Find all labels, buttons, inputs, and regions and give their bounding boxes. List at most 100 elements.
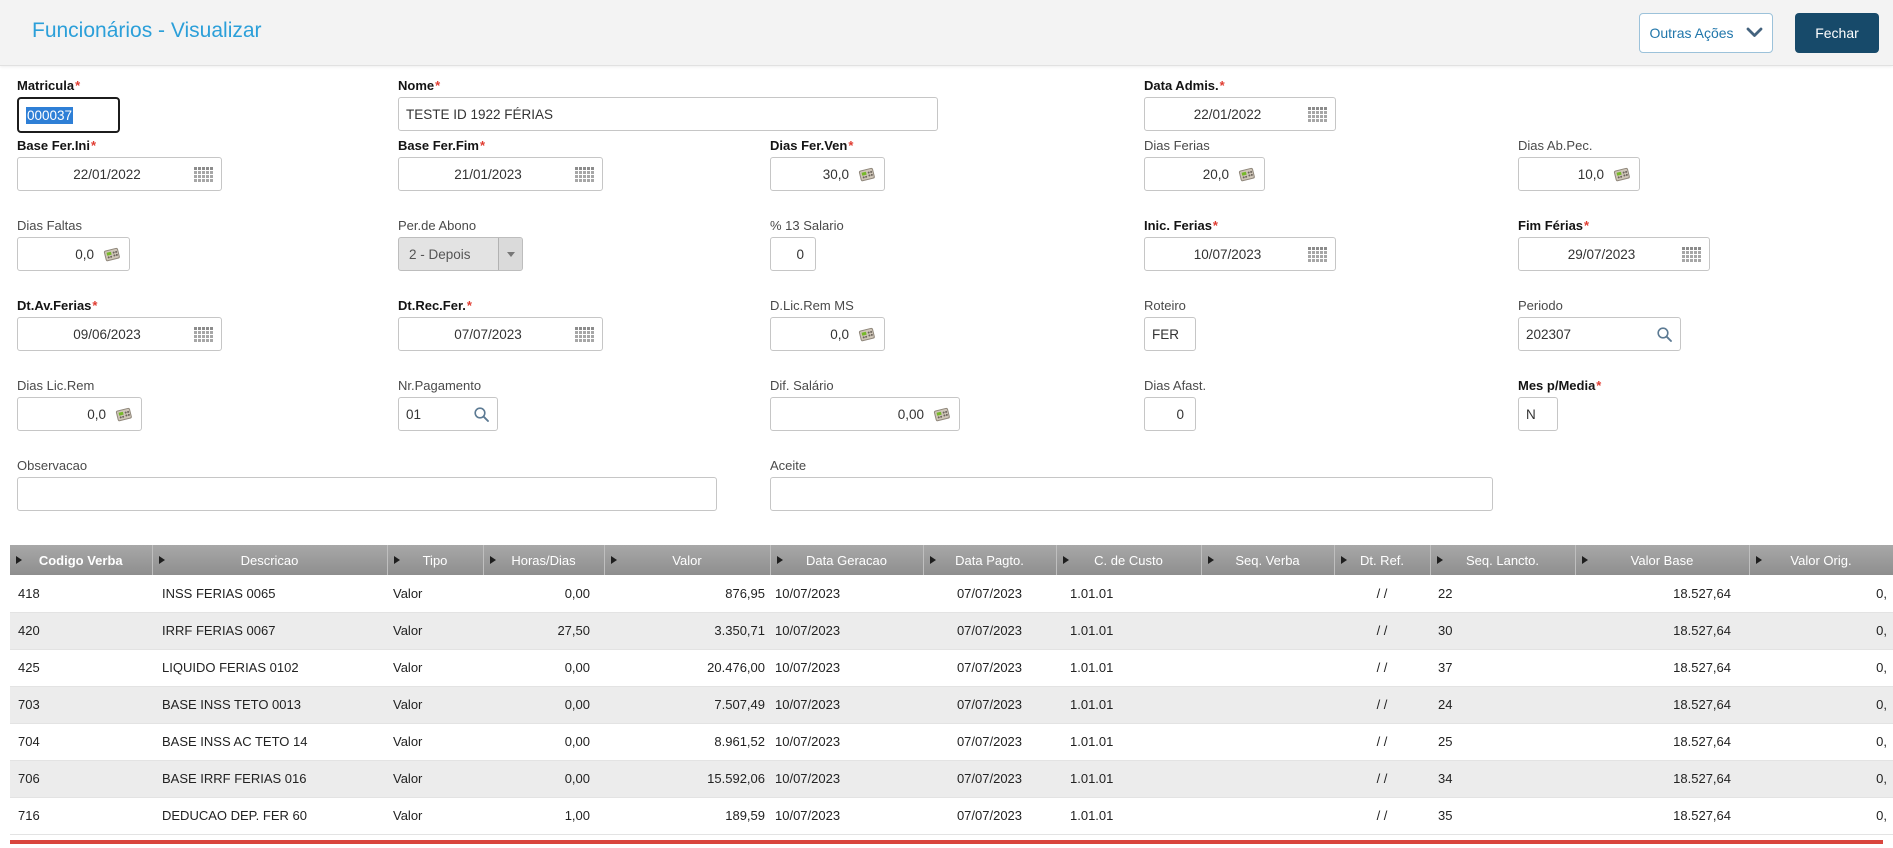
calendar-icon[interactable] <box>575 166 595 182</box>
table-row[interactable]: 420 IRRF FERIAS 0067 Valor 27,50 3.350,71 10/… <box>10 612 1893 650</box>
table-row[interactable]: 704 BASE INSS AC TETO 14 Valor 0,00 8.961,52… <box>10 723 1893 761</box>
column-sort-arrow-icon[interactable] <box>16 556 22 564</box>
field-label-text: Dt.Av.Ferias <box>17 298 92 313</box>
field-label-text: Roteiro <box>1144 298 1186 313</box>
field-roteiro: Roteiro FER <box>1144 298 1196 351</box>
table-row[interactable]: 716 DEDUCAO DEP. FER 60 Valor 1,00 189,59 10/… <box>10 797 1893 835</box>
column-sort-arrow-icon[interactable] <box>1755 556 1762 564</box>
cell: / / <box>1334 797 1430 835</box>
per_de_abono-select[interactable]: 2 - Depois <box>398 237 523 271</box>
column-header-2[interactable]: Tipo <box>387 545 484 575</box>
field-per_de_abono: Per.de Abono 2 - Depois <box>398 218 523 271</box>
table-row[interactable]: 706 BASE IRRF FERIAS 016 Valor 0,00 15.592,0… <box>10 760 1893 798</box>
dt_rec_fer-input[interactable]: 07/07/2023 <box>398 317 603 351</box>
column-sort-arrow-icon[interactable] <box>1207 556 1214 564</box>
column-header-12[interactable]: Valor Orig. <box>1749 545 1893 575</box>
field-value: 30,0 <box>822 166 849 182</box>
column-header-10[interactable]: Seq. Lancto. <box>1430 545 1576 575</box>
dias_afast-input[interactable]: 0 <box>1144 397 1196 431</box>
grid-horizontal-scrollbar[interactable] <box>10 840 1883 844</box>
column-header-4[interactable]: Valor <box>604 545 771 575</box>
calculator-icon[interactable] <box>858 326 877 343</box>
column-sort-arrow-icon[interactable] <box>393 556 400 564</box>
calendar-icon[interactable] <box>575 326 595 342</box>
calendar-icon[interactable] <box>1682 246 1702 262</box>
calculator-icon[interactable] <box>115 406 134 423</box>
periodo-input[interactable]: 202307 <box>1518 317 1681 351</box>
dias_ab_pec-input[interactable]: 10,0 <box>1518 157 1640 191</box>
column-sort-arrow-icon[interactable] <box>1581 556 1588 564</box>
fim_ferias-input[interactable]: 29/07/2023 <box>1518 237 1710 271</box>
column-sort-arrow-icon[interactable] <box>489 556 496 564</box>
dif_salario-input[interactable]: 0,00 <box>770 397 960 431</box>
required-asterisk: * <box>466 298 472 313</box>
dias_ferias-input[interactable]: 20,0 <box>1144 157 1265 191</box>
observacao-input[interactable] <box>17 477 717 511</box>
calendar-icon[interactable] <box>194 166 214 182</box>
aceite-input[interactable] <box>770 477 1493 511</box>
calendar-icon[interactable] <box>194 326 214 342</box>
column-sort-arrow-icon[interactable] <box>158 556 165 564</box>
cell: Valor <box>387 686 483 724</box>
mes_p_media-input[interactable]: N <box>1518 397 1558 431</box>
data_admis-input[interactable]: 22/01/2022 <box>1144 97 1336 131</box>
dropdown-arrow-icon[interactable] <box>498 238 522 270</box>
pct_13_salario-input[interactable]: 0 <box>770 237 816 271</box>
base_fer_ini-input[interactable]: 22/01/2022 <box>17 157 222 191</box>
column-header-5[interactable]: Data Geracao <box>770 545 924 575</box>
calculator-icon[interactable] <box>1238 166 1257 183</box>
calendar-icon[interactable] <box>1308 106 1328 122</box>
column-header-0[interactable]: Codigo Verba <box>10 545 153 575</box>
roteiro-input[interactable]: FER <box>1144 317 1196 351</box>
column-sort-arrow-icon[interactable] <box>1436 556 1443 564</box>
nr_pagamento-input[interactable]: 01 <box>398 397 498 431</box>
column-sort-arrow-icon[interactable] <box>1340 556 1347 564</box>
calculator-icon[interactable] <box>103 246 122 263</box>
column-header-11[interactable]: Valor Base <box>1575 545 1750 575</box>
calculator-icon[interactable] <box>858 166 877 183</box>
field-value: 0,0 <box>87 406 106 422</box>
cell: 07/07/2023 <box>923 686 1056 724</box>
search-icon[interactable] <box>1656 326 1673 343</box>
calculator-icon[interactable] <box>933 406 952 423</box>
dias_faltas-input[interactable]: 0,0 <box>17 237 130 271</box>
column-sort-arrow-icon[interactable] <box>776 556 783 564</box>
column-sort-arrow-icon[interactable] <box>929 556 936 564</box>
close-button[interactable]: Fechar <box>1795 13 1879 53</box>
matricula-input[interactable]: 000037 <box>17 97 120 133</box>
column-header-3[interactable]: Horas/Dias <box>483 545 605 575</box>
cell: 18.527,64 <box>1575 575 1749 613</box>
inic_ferias-input[interactable]: 10/07/2023 <box>1144 237 1336 271</box>
cell: 876,95 <box>604 575 770 613</box>
dias_lic_rem-input[interactable]: 0,0 <box>17 397 142 431</box>
column-header-1[interactable]: Descricao <box>152 545 388 575</box>
dias_fer_ven-input[interactable]: 30,0 <box>770 157 885 191</box>
column-sort-arrow-icon[interactable] <box>1062 556 1069 564</box>
nome-input[interactable]: TESTE ID 1922 FÉRIAS <box>398 97 938 131</box>
column-header-6[interactable]: Data Pagto. <box>923 545 1057 575</box>
cell: IRRF FERIAS 0067 <box>152 612 387 650</box>
cell: 10/07/2023 <box>770 575 923 613</box>
calculator-icon[interactable] <box>1613 166 1632 183</box>
table-row[interactable]: 418 INSS FERIAS 0065 Valor 0,00 876,95 10/07/… <box>10 575 1893 613</box>
base_fer_fim-input[interactable]: 21/01/2023 <box>398 157 603 191</box>
d_lic_rem_ms-input[interactable]: 0,0 <box>770 317 885 351</box>
column-header-label: Horas/Dias <box>511 552 576 568</box>
cell: 37 <box>1430 649 1575 687</box>
field-dif_salario: Dif. Salário 0,00 <box>770 378 960 431</box>
search-icon[interactable] <box>473 406 490 423</box>
other-actions-button[interactable]: Outras Ações <box>1639 13 1773 53</box>
cell: 8.961,52 <box>604 723 770 761</box>
field-value: 202307 <box>1526 326 1572 342</box>
column-header-7[interactable]: C. de Custo <box>1056 545 1202 575</box>
column-header-8[interactable]: Seq. Verba <box>1201 545 1335 575</box>
dt_av_ferias-input[interactable]: 09/06/2023 <box>17 317 222 351</box>
column-sort-arrow-icon[interactable] <box>610 556 617 564</box>
required-asterisk: * <box>92 298 98 313</box>
field-value: 01 <box>406 406 422 422</box>
table-row[interactable]: 425 LIQUIDO FERIAS 0102 Valor 0,00 20.476,00… <box>10 649 1893 687</box>
table-row[interactable]: 703 BASE INSS TETO 0013 Valor 0,00 7.507,49 1… <box>10 686 1893 724</box>
field-label-matricula: Matricula* <box>17 78 120 93</box>
column-header-9[interactable]: Dt. Ref. <box>1334 545 1431 575</box>
calendar-icon[interactable] <box>1308 246 1328 262</box>
